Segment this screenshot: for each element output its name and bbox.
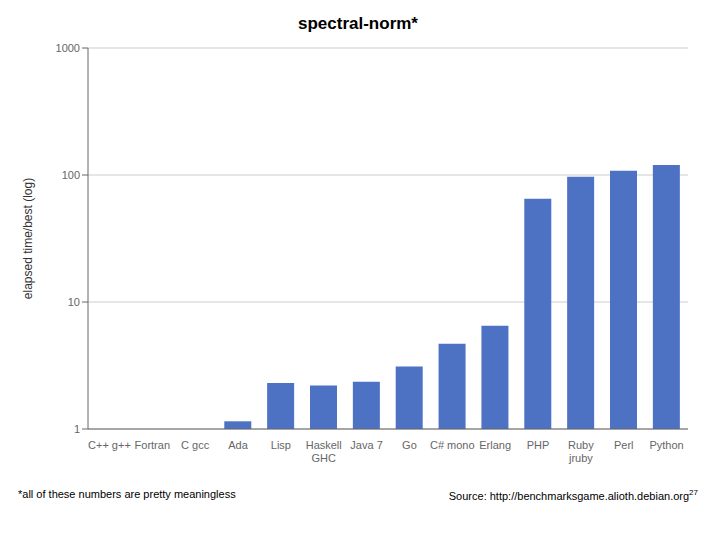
html-text:*all of these numbers are pret: *all of these numbers are pretty meaning… (18, 488, 236, 500)
svg-text:100: 100 (62, 169, 80, 181)
svg-text:1: 1 (74, 423, 80, 435)
svg-text:Python: Python (649, 439, 683, 451)
svg-text:10: 10 (68, 296, 80, 308)
svg-text:PHP: PHP (527, 439, 550, 451)
svg-text:1000: 1000 (56, 42, 80, 54)
svg-text:Rubyjruby: Rubyjruby (568, 439, 594, 464)
svg-text:Java 7: Java 7 (350, 439, 382, 451)
svg-text:C++ g++: C++ g++ (88, 439, 131, 451)
svg-text:HaskellGHC: HaskellGHC (306, 439, 342, 464)
svg-text:Go: Go (402, 439, 417, 451)
svg-text:Perl: Perl (614, 439, 634, 451)
svg-text:elapsed time/best (log): elapsed time/best (log) (21, 178, 35, 299)
svg-text:Erlang: Erlang (479, 439, 511, 451)
svg-text:Ada: Ada (228, 439, 248, 451)
html-text:spectral-norm*: spectral-norm* (298, 14, 418, 33)
svg-text:Fortran: Fortran (135, 439, 170, 451)
svg-text:C gcc: C gcc (181, 439, 210, 451)
html-text:Source: http://benchmarksgame.: Source: http://benchmarksgame.alioth.deb… (448, 488, 698, 502)
svg-text:C# mono: C# mono (430, 439, 475, 451)
svg-text:Lisp: Lisp (271, 439, 291, 451)
